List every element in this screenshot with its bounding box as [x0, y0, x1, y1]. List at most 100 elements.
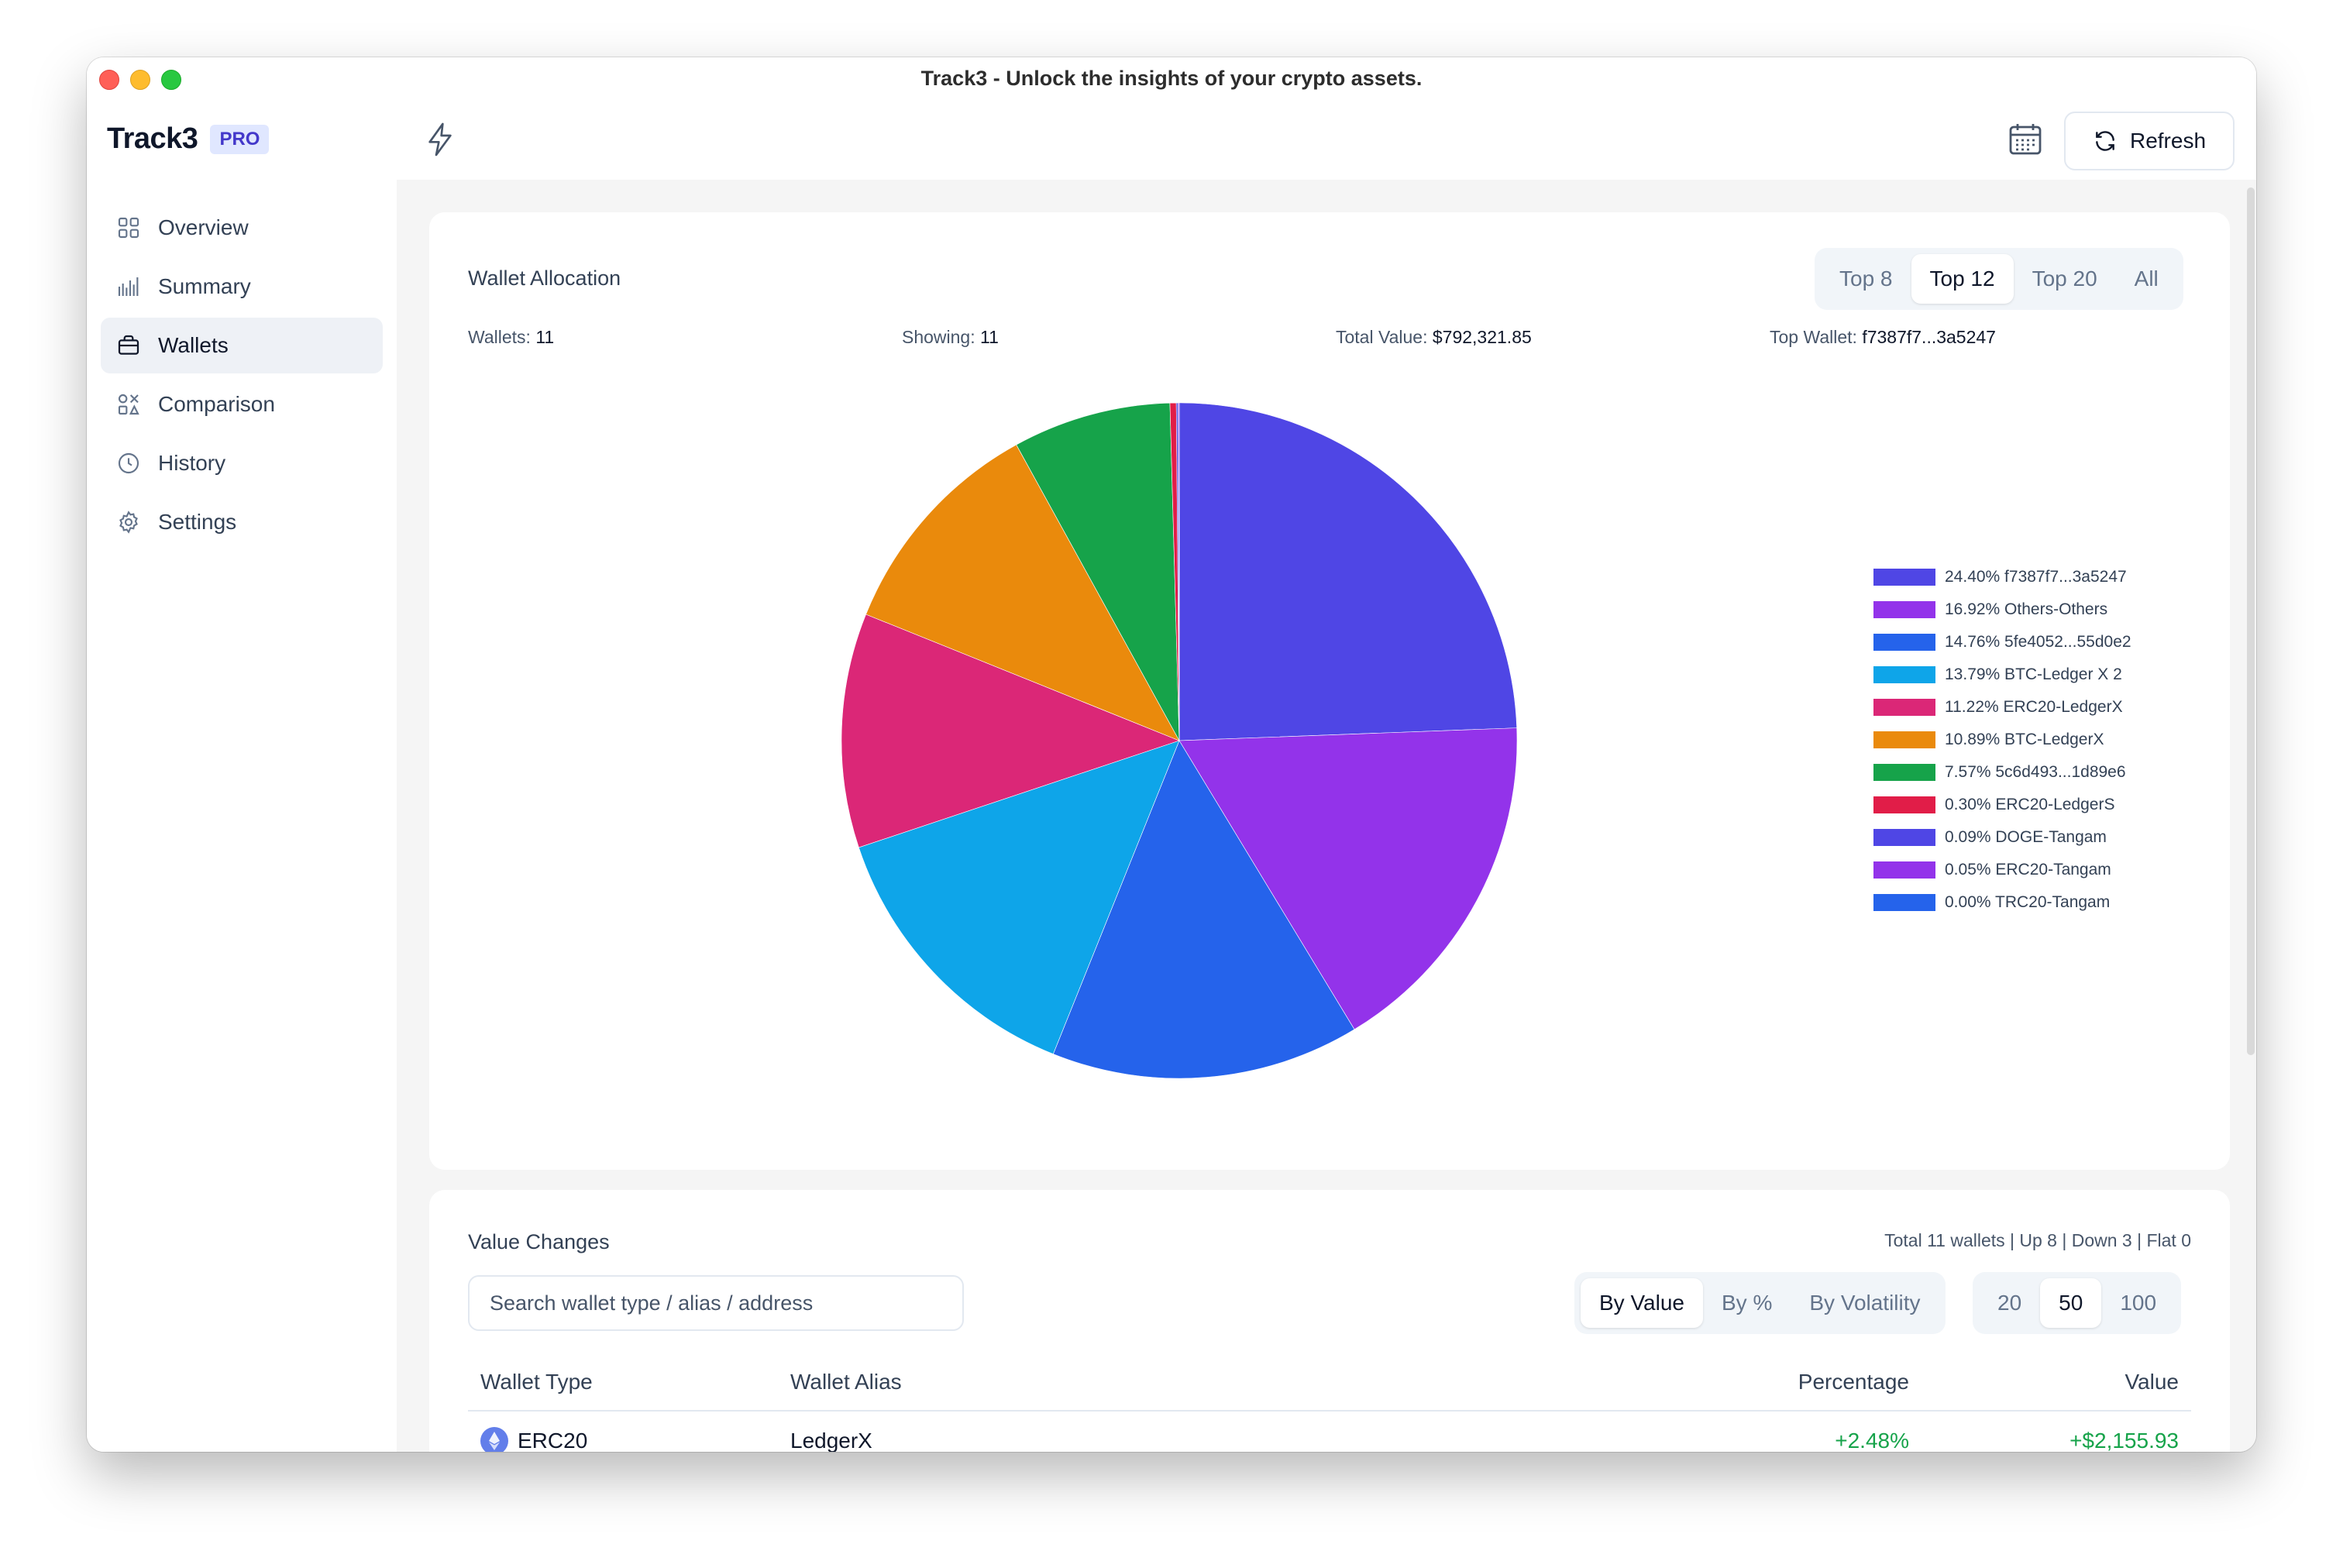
sort-by-volatility[interactable]: By Volatility: [1809, 1291, 1921, 1315]
legend-label: 16.92% Others-Others: [1945, 600, 2108, 618]
legend-item[interactable]: 0.05% ERC20-Tangam: [1873, 854, 2131, 886]
legend-label: 0.30% ERC20-LedgerS: [1945, 796, 2115, 813]
sidebar-item-label: History: [158, 451, 226, 475]
sidebar-item-comparison[interactable]: Comparison: [101, 377, 383, 432]
legend-item[interactable]: 14.76% 5fe4052...55d0e2: [1873, 626, 2131, 658]
sort-by-percent[interactable]: By %: [1722, 1291, 1773, 1315]
filter-all[interactable]: All: [2134, 266, 2159, 291]
sidebar-item-label: Overview: [158, 215, 249, 239]
value-changes-title: Value Changes: [468, 1230, 610, 1253]
top-bar: Refresh: [397, 102, 2256, 180]
grid-icon: [118, 217, 139, 239]
clock-icon: [118, 452, 139, 474]
collapse-sidebar-button[interactable]: ‹: [229, 1447, 237, 1452]
brand: Track3 PRO: [107, 122, 270, 156]
legend-swatch: [1873, 666, 1935, 683]
refresh-button[interactable]: Refresh: [2064, 112, 2235, 170]
legend-swatch: [1873, 894, 1935, 911]
table-header: Wallet Type Wallet Alias Percentage Valu…: [468, 1360, 2191, 1412]
calendar-icon[interactable]: [2007, 121, 2044, 158]
legend-swatch: [1873, 829, 1935, 846]
zoom-window-button[interactable]: [161, 70, 181, 90]
pie-slice-3[interactable]: [1052, 740, 1355, 1079]
stat-top-wallet: Top Wallet: f7387f7...3a5247: [1770, 327, 1996, 348]
legend-item[interactable]: 7.57% 5c6d493...1d89e6: [1873, 756, 2131, 789]
sort-group: By Value By % By Volatility: [1574, 1272, 1946, 1334]
pie-slice-7[interactable]: [1016, 402, 1180, 741]
minimize-window-button[interactable]: [130, 70, 150, 90]
filter-top-8[interactable]: Top 8: [1839, 266, 1893, 291]
column-value[interactable]: Value: [2125, 1370, 2179, 1394]
percentage-cell: +2.48%: [1835, 1429, 1909, 1452]
sidebar-item-wallets[interactable]: Wallets: [101, 318, 383, 373]
pie-slice-2[interactable]: [1178, 727, 1518, 1030]
legend-item[interactable]: 0.09% DOGE-Tangam: [1873, 821, 2131, 854]
legend-item[interactable]: 0.30% ERC20-LedgerS: [1873, 789, 2131, 821]
scrollbar[interactable]: [2247, 187, 2255, 1055]
stat-value: 11: [980, 327, 999, 347]
sidebar-item-overview[interactable]: Overview: [101, 200, 383, 256]
lightning-icon[interactable]: [425, 121, 456, 158]
allocation-pie-chart[interactable]: [838, 400, 1520, 1081]
main-content: Refresh Wallet Allocation Top 8 Top 12 T…: [397, 102, 2256, 1452]
ethereum-icon: [480, 1427, 508, 1452]
window-title: Track3 - Unlock the insights of your cry…: [920, 67, 1423, 90]
sidebar-item-settings[interactable]: Settings: [101, 494, 383, 550]
value-cell: +$2,155.93: [2069, 1429, 2179, 1452]
brand-name: Track3: [107, 122, 198, 155]
filter-top-20[interactable]: Top 20: [2032, 266, 2097, 291]
pie-slice-5[interactable]: [841, 614, 1180, 848]
legend-swatch: [1873, 861, 1935, 879]
legend-swatch: [1873, 731, 1935, 748]
filter-top-12[interactable]: Top 12: [1911, 254, 2014, 304]
stat-value: $792,321.85: [1432, 327, 1532, 347]
legend-swatch: [1873, 796, 1935, 813]
page-size-100[interactable]: 100: [2120, 1291, 2157, 1315]
wallet-allocation-title: Wallet Allocation: [468, 266, 621, 290]
allocation-filter-group: Top 8 Top 12 Top 20 All: [1815, 248, 2183, 310]
wallet-change-summary: Total 11 wallets | Up 8 | Down 3 | Flat …: [1884, 1230, 2191, 1250]
legend-label: 14.76% 5fe4052...55d0e2: [1945, 633, 2131, 651]
legend-swatch: [1873, 764, 1935, 781]
sidebar-item-history[interactable]: History: [101, 435, 383, 491]
stat-total-value: Total Value: $792,321.85: [1336, 327, 1532, 348]
page-size-20[interactable]: 20: [1997, 1291, 2022, 1315]
legend-item[interactable]: 16.92% Others-Others: [1873, 593, 2131, 626]
pie-slice-6[interactable]: [865, 444, 1180, 741]
close-window-button[interactable]: [99, 70, 119, 90]
sort-by-value[interactable]: By Value: [1581, 1278, 1703, 1328]
sidebar-item-summary[interactable]: Summary: [101, 259, 383, 315]
legend-label: 10.89% BTC-LedgerX: [1945, 731, 2104, 748]
legend-item[interactable]: 10.89% BTC-LedgerX: [1873, 724, 2131, 756]
legend-item[interactable]: 0.00% TRC20-Tangam: [1873, 886, 2131, 919]
pro-badge: PRO: [210, 124, 270, 154]
refresh-label: Refresh: [2129, 129, 2207, 153]
legend-swatch: [1873, 699, 1935, 716]
value-changes-card: Value Changes Total 11 wallets | Up 8 | …: [429, 1190, 2230, 1452]
stat-label: Showing:: [902, 327, 975, 347]
sidebar-item-label: Settings: [158, 510, 237, 534]
stat-value: f7387f7...3a5247: [1862, 327, 1996, 347]
title-bar: Track3 - Unlock the insights of your cry…: [87, 57, 2256, 102]
page-size-50[interactable]: 50: [2040, 1278, 2102, 1328]
column-percentage[interactable]: Percentage: [1798, 1370, 1909, 1394]
column-wallet-alias[interactable]: Wallet Alias: [790, 1370, 902, 1394]
legend-item[interactable]: 11.22% ERC20-LedgerX: [1873, 691, 2131, 724]
app-window: Track3 - Unlock the insights of your cry…: [87, 57, 2256, 1452]
legend-item[interactable]: 13.79% BTC-Ledger X 2: [1873, 658, 2131, 691]
wallet-type-cell: ERC20: [518, 1429, 588, 1452]
pie-slice-4[interactable]: [858, 740, 1180, 1054]
briefcase-icon: [118, 335, 139, 355]
legend-item[interactable]: 24.40% f7387f7...3a5247: [1873, 561, 2131, 593]
sidebar: Track3 PRO Overview Summary Wallets Comp…: [87, 102, 397, 1452]
legend-swatch: [1873, 569, 1935, 586]
stat-label: Top Wallet:: [1770, 327, 1857, 347]
pie-slice-1[interactable]: [1178, 402, 1518, 741]
legend-label: 0.09% DOGE-Tangam: [1945, 828, 2107, 846]
table-row[interactable]: ERC20 LedgerX +2.48% +$2,155.93: [468, 1412, 2191, 1452]
search-input[interactable]: [468, 1275, 964, 1331]
page-size-group: 20 50 100: [1973, 1272, 2182, 1334]
column-wallet-type[interactable]: Wallet Type: [480, 1370, 593, 1394]
sidebar-item-label: Wallets: [158, 333, 229, 357]
compare-icon: [118, 394, 139, 415]
